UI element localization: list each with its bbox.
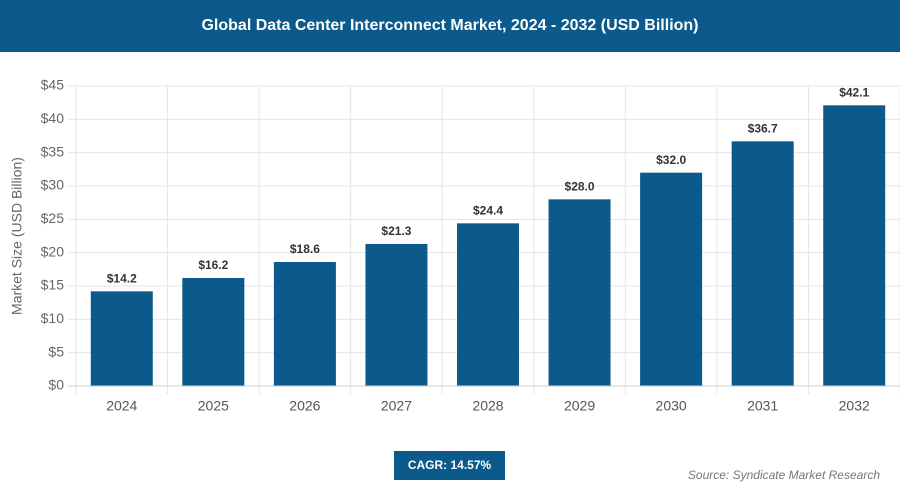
bar	[182, 278, 245, 386]
y-tick-label: $20	[41, 243, 65, 259]
value-label: $16.2	[198, 258, 228, 272]
y-tick-label: $5	[48, 343, 64, 359]
bar	[548, 199, 611, 386]
bar	[823, 105, 886, 386]
y-tick-label: $25	[41, 210, 65, 226]
cagr-text: CAGR: 14.57%	[408, 458, 492, 472]
y-tick-label: $40	[41, 110, 65, 126]
source-text: Source: Syndicate Market Research	[688, 468, 880, 482]
bar	[457, 223, 519, 386]
x-tick-label: 2024	[106, 398, 137, 414]
value-label: $28.0	[565, 180, 595, 194]
y-tick-label: $45	[41, 77, 65, 93]
x-tick-label: 2030	[656, 398, 687, 414]
bar	[365, 244, 428, 386]
y-tick-label: $10	[41, 310, 65, 326]
y-tick-label: $30	[41, 177, 65, 193]
cagr-badge	[394, 451, 505, 480]
header-bar	[0, 0, 900, 52]
bar	[640, 172, 703, 386]
chart-title: Global Data Center Interconnect Market, …	[201, 17, 698, 34]
x-tick-label: 2027	[381, 398, 412, 414]
value-label: $42.1	[839, 86, 869, 100]
bar	[90, 291, 153, 386]
y-tick-label: $15	[41, 277, 65, 293]
value-label: $18.6	[290, 242, 320, 256]
x-tick-label: 2031	[747, 398, 778, 414]
bar	[273, 262, 336, 386]
x-tick-label: 2028	[472, 398, 503, 414]
bar	[731, 141, 794, 386]
value-label: $21.3	[381, 224, 411, 238]
value-label: $36.7	[748, 122, 778, 136]
y-tick-label: $0	[48, 377, 64, 393]
x-tick-label: 2025	[198, 398, 229, 414]
value-label: $32.0	[656, 153, 686, 167]
y-axis-label: Market Size (USD Billion)	[9, 157, 25, 315]
x-tick-label: 2032	[839, 398, 870, 414]
value-label: $24.4	[473, 204, 503, 218]
x-tick-label: 2029	[564, 398, 595, 414]
y-tick-label: $35	[41, 143, 65, 159]
value-label: $14.2	[107, 272, 137, 286]
x-tick-label: 2026	[289, 398, 320, 414]
